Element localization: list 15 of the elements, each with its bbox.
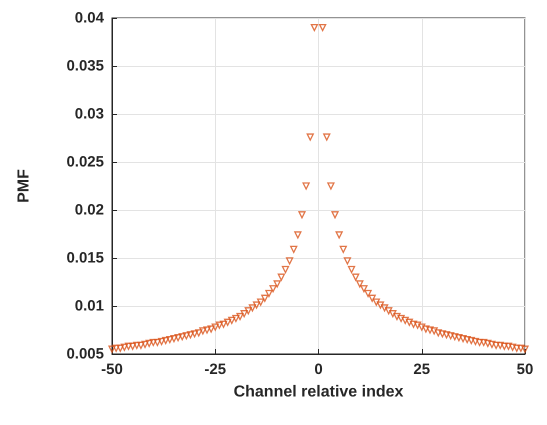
y-tick-label: 0.005 [66, 346, 104, 362]
y-tick-label: 0.035 [66, 58, 104, 74]
x-tick-label: 25 [413, 361, 430, 378]
x-tick-label: -25 [204, 361, 226, 378]
y-tick-label: 0.02 [74, 202, 104, 218]
y-tick-label: 0.04 [74, 10, 105, 26]
x-axis-title: Channel relative index [234, 384, 404, 400]
y-tick-label: 0.015 [66, 250, 104, 266]
y-tick-label: 0.025 [66, 154, 104, 170]
y-tick-label: 0.03 [74, 106, 104, 122]
x-tick-label: 0 [314, 361, 323, 378]
x-tick-label: -50 [101, 361, 123, 378]
y-axis-title: PMF [16, 168, 32, 203]
y-tick-label: 0.01 [74, 298, 104, 314]
x-tick-label: 50 [516, 361, 534, 378]
